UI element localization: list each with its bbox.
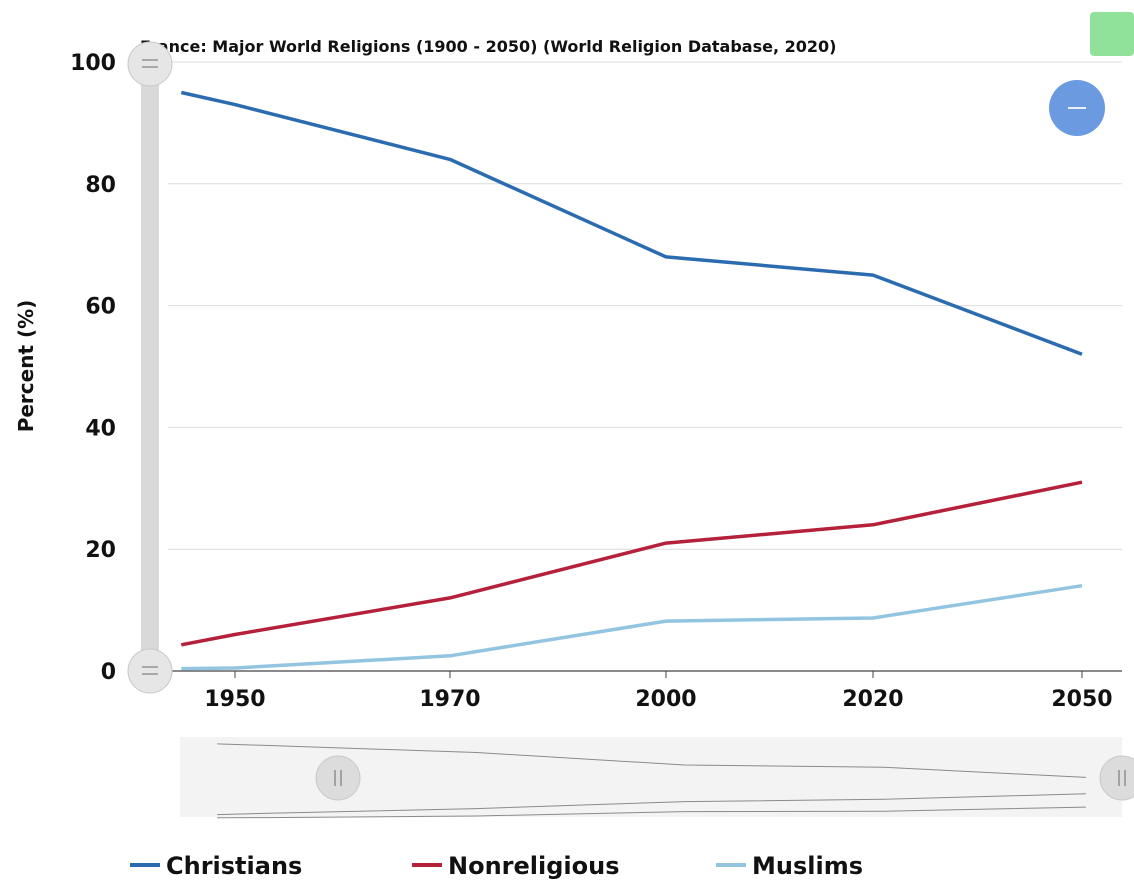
equals-icon — [142, 666, 158, 675]
navigator-series — [217, 743, 1087, 819]
navigator-line-nonreligious — [217, 793, 1087, 816]
x-tick-marks — [234, 671, 1083, 678]
x-tick-labels: 1950 1970 2000 2020 2050 — [204, 687, 1112, 712]
y-tick-labels: 0 20 40 60 80 100 — [70, 51, 116, 685]
y-slider-top-handle[interactable] — [127, 41, 173, 87]
series-line-christians[interactable] — [180, 90, 1083, 356]
y-range-slider-track[interactable] — [141, 70, 159, 670]
series-line-nonreligious[interactable] — [180, 480, 1083, 647]
navigator-line-christians — [217, 743, 1087, 778]
legend-item-muslims[interactable]: Muslims — [716, 852, 863, 880]
legend-label: Nonreligious — [448, 852, 620, 880]
legend-label: Muslims — [752, 852, 863, 880]
series-lines — [180, 90, 1083, 671]
y-axis-label: Percent (%) — [14, 300, 38, 433]
y-tick-label-60: 60 — [85, 295, 116, 320]
x-tick-label-1950: 1950 — [204, 687, 265, 712]
legend-item-christians[interactable]: Christians — [130, 852, 302, 880]
navigator-left-handle[interactable] — [315, 755, 361, 801]
series-line-muslims[interactable] — [181, 583, 1083, 671]
y-tick-label-20: 20 — [85, 538, 116, 563]
legend: Christians Nonreligious Muslims — [130, 852, 863, 880]
y-slider-bottom-handle[interactable] — [127, 648, 173, 694]
gridlines — [168, 61, 1122, 550]
navigator-right-handle[interactable] — [1099, 755, 1134, 801]
equals-icon — [142, 59, 158, 68]
x-tick-label-2000: 2000 — [635, 687, 696, 712]
pause-bars-icon — [1118, 770, 1126, 786]
y-tick-label-40: 40 — [85, 416, 116, 441]
legend-item-nonreligious[interactable]: Nonreligious — [412, 852, 620, 880]
chart-title: France: Major World Religions (1900 - 20… — [140, 37, 836, 56]
pause-bars-icon — [334, 770, 342, 786]
y-tick-label-80: 80 — [85, 173, 116, 198]
legend-label: Christians — [166, 852, 302, 880]
y-tick-label-100: 100 — [70, 51, 116, 76]
y-tick-label-0: 0 — [101, 660, 116, 685]
x-tick-label-2020: 2020 — [842, 687, 903, 712]
navigator-line-muslims — [217, 806, 1087, 819]
zoom-out-button[interactable] — [1049, 80, 1105, 136]
x-tick-label-2050: 2050 — [1051, 687, 1112, 712]
status-indicator[interactable] — [1090, 12, 1134, 56]
x-tick-label-1970: 1970 — [419, 687, 480, 712]
